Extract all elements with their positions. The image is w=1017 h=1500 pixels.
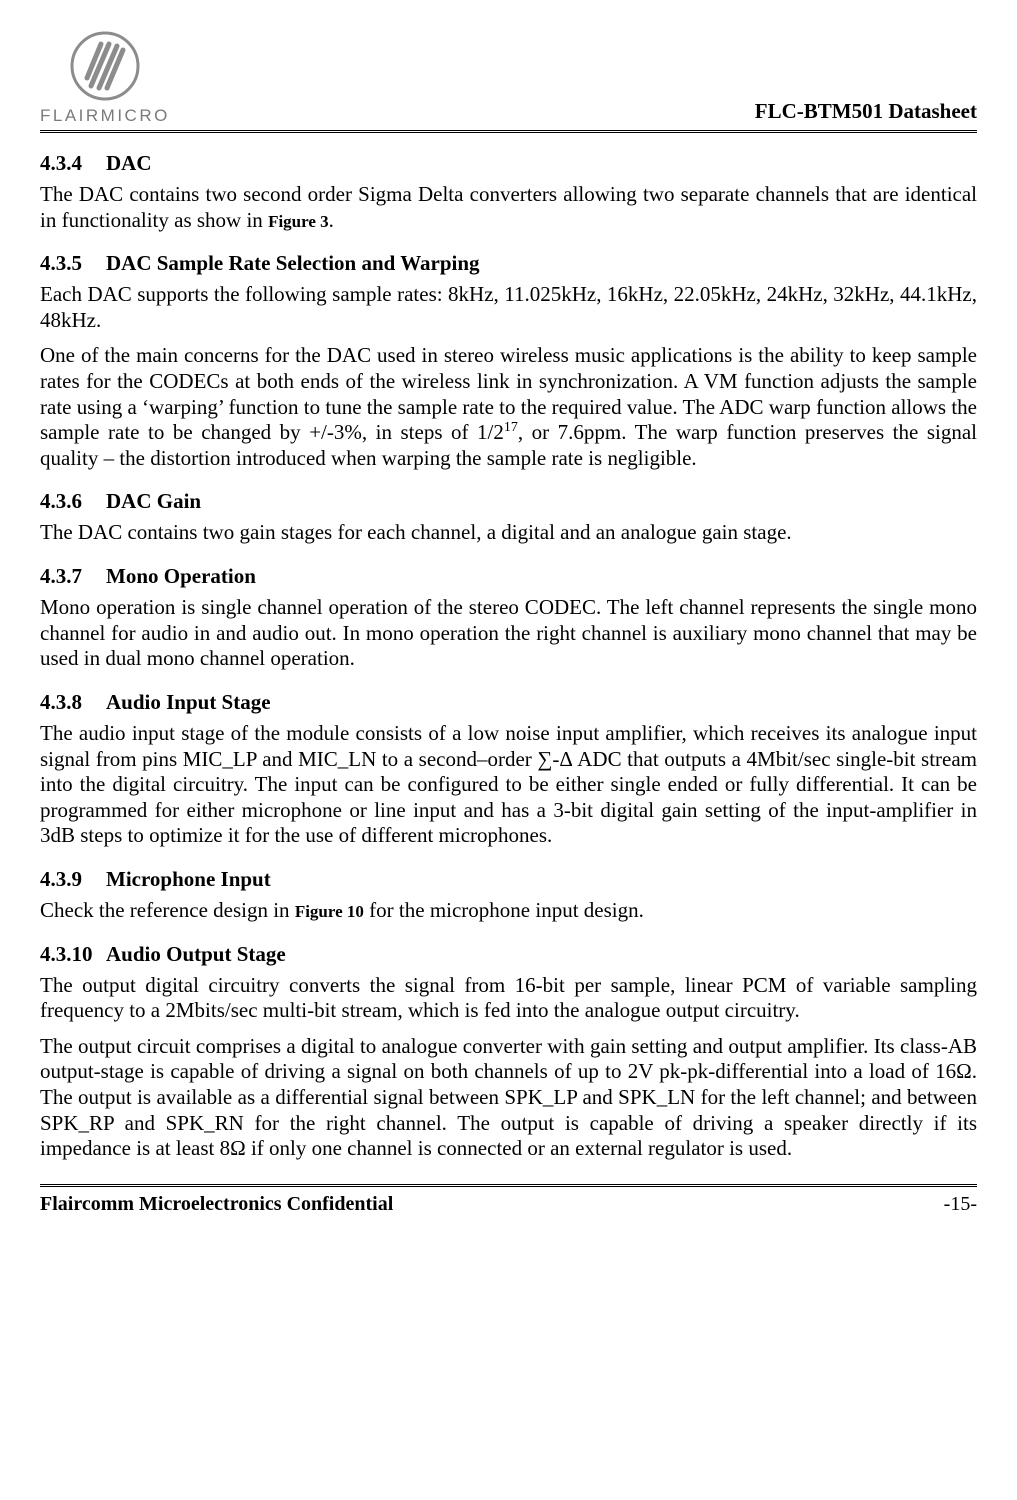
section-title: DAC Sample Rate Selection and Warping	[106, 251, 480, 275]
paragraph: Each DAC supports the following sample r…	[40, 282, 977, 333]
figure-reference: Figure 10	[295, 902, 364, 921]
page-footer: Flaircomm Microelectronics Confidential …	[40, 1184, 977, 1216]
paragraph: The output digital circuitry converts th…	[40, 973, 977, 1024]
paragraph: Mono operation is single channel operati…	[40, 595, 977, 672]
section-title: Audio Output Stage	[106, 942, 286, 966]
superscript: 17	[504, 420, 518, 435]
paragraph-text: for the microphone input design.	[364, 898, 644, 922]
section-number: 4.3.6	[40, 489, 106, 514]
brand-block: FLAIRMICRO	[40, 30, 170, 126]
section-heading: 4.3.9Microphone Input	[40, 867, 977, 892]
section-number: 4.3.9	[40, 867, 106, 892]
section-number: 4.3.4	[40, 151, 106, 176]
footer-page-number: -15-	[944, 1193, 977, 1216]
section-heading: 4.3.8Audio Input Stage	[40, 690, 977, 715]
content-area: 4.3.4DAC The DAC contains two second orde…	[40, 151, 977, 1162]
page: FLAIRMICRO FLC-BTM501 Datasheet 4.3.4DAC…	[0, 0, 1017, 1236]
footer-confidential: Flaircomm Microelectronics Confidential	[40, 1193, 393, 1216]
section-heading: 4.3.7Mono Operation	[40, 564, 977, 589]
paragraph-text: Check the reference design in	[40, 898, 295, 922]
paragraph: One of the main concerns for the DAC use…	[40, 343, 977, 471]
paragraph: Check the reference design in Figure 10 …	[40, 898, 977, 924]
paragraph: The audio input stage of the module cons…	[40, 721, 977, 849]
figure-reference: Figure 3	[268, 212, 329, 231]
brand-logo-icon	[69, 30, 141, 102]
document-title: FLC-BTM501 Datasheet	[755, 99, 977, 126]
paragraph-text: .	[329, 208, 334, 232]
letterhead: FLAIRMICRO FLC-BTM501 Datasheet	[40, 30, 977, 133]
paragraph: The output circuit comprises a digital t…	[40, 1034, 977, 1162]
section-title: Mono Operation	[106, 564, 256, 588]
section-number: 4.3.8	[40, 690, 106, 715]
paragraph: The DAC contains two second order Sigma …	[40, 182, 977, 233]
section-number: 4.3.5	[40, 251, 106, 276]
section-title: DAC Gain	[106, 489, 201, 513]
brand-name: FLAIRMICRO	[40, 106, 170, 126]
section-heading: 4.3.4DAC	[40, 151, 977, 176]
section-heading: 4.3.10Audio Output Stage	[40, 942, 977, 967]
paragraph: The DAC contains two gain stages for eac…	[40, 520, 977, 546]
section-heading: 4.3.5DAC Sample Rate Selection and Warpi…	[40, 251, 977, 276]
paragraph-text: The DAC contains two second order Sigma …	[40, 182, 977, 232]
section-number: 4.3.10	[40, 942, 106, 967]
section-heading: 4.3.6DAC Gain	[40, 489, 977, 514]
section-number: 4.3.7	[40, 564, 106, 589]
section-title: Audio Input Stage	[106, 690, 271, 714]
section-title: Microphone Input	[106, 867, 271, 891]
section-title: DAC	[106, 151, 152, 175]
